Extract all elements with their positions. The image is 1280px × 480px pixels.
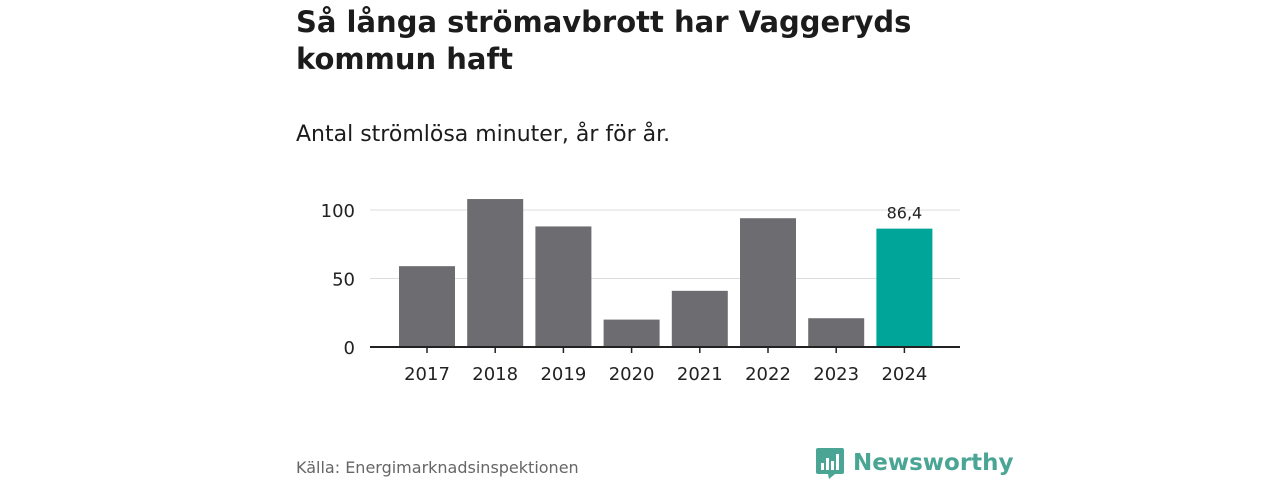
y-tick-label: 0 xyxy=(344,338,355,359)
bar-2017 xyxy=(399,266,455,347)
y-tick-label: 100 xyxy=(321,201,355,222)
newsworthy-logo: Newsworthy xyxy=(815,446,1014,480)
brand-name: Newsworthy xyxy=(853,450,1014,476)
x-tick-label: 2019 xyxy=(540,364,586,385)
bar-2022 xyxy=(740,218,796,347)
x-tick-label: 2021 xyxy=(677,364,723,385)
bar-2021 xyxy=(671,290,728,347)
x-tick-label: 2022 xyxy=(745,364,791,385)
bar-2018 xyxy=(467,199,524,347)
bar-2023 xyxy=(808,318,865,347)
x-tick-label: 2017 xyxy=(404,364,450,385)
source-note: Källa: Energimarknadsinspektionen xyxy=(296,458,579,477)
x-tick-label: 2023 xyxy=(813,364,859,385)
data-label: 86,4 xyxy=(887,204,923,223)
chart-title: Så långa strömavbrott har Vaggeryds komm… xyxy=(296,5,912,76)
bar-2020 xyxy=(603,319,660,347)
y-tick-label: 50 xyxy=(332,270,355,291)
x-tick-label: 2018 xyxy=(472,364,518,385)
chart-subtitle: Antal strömlösa minuter, år för år. xyxy=(296,122,671,147)
bar-2024 xyxy=(876,228,933,347)
bar-chart-logo-icon xyxy=(816,448,844,479)
x-tick-label: 2024 xyxy=(881,364,927,385)
bar-2019 xyxy=(535,226,592,347)
x-tick-label: 2020 xyxy=(609,364,655,385)
